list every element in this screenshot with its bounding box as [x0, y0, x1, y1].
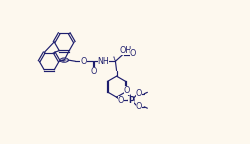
Text: O: O	[90, 67, 97, 76]
Text: NH: NH	[98, 57, 109, 66]
Text: O: O	[136, 89, 142, 98]
Text: OH: OH	[120, 46, 132, 55]
Text: O: O	[118, 96, 124, 105]
Text: O: O	[130, 49, 136, 58]
Text: O: O	[136, 102, 142, 111]
Text: O: O	[124, 86, 130, 95]
Text: Abs: Abs	[59, 58, 69, 63]
Text: P: P	[128, 96, 134, 105]
Text: O: O	[80, 57, 87, 66]
